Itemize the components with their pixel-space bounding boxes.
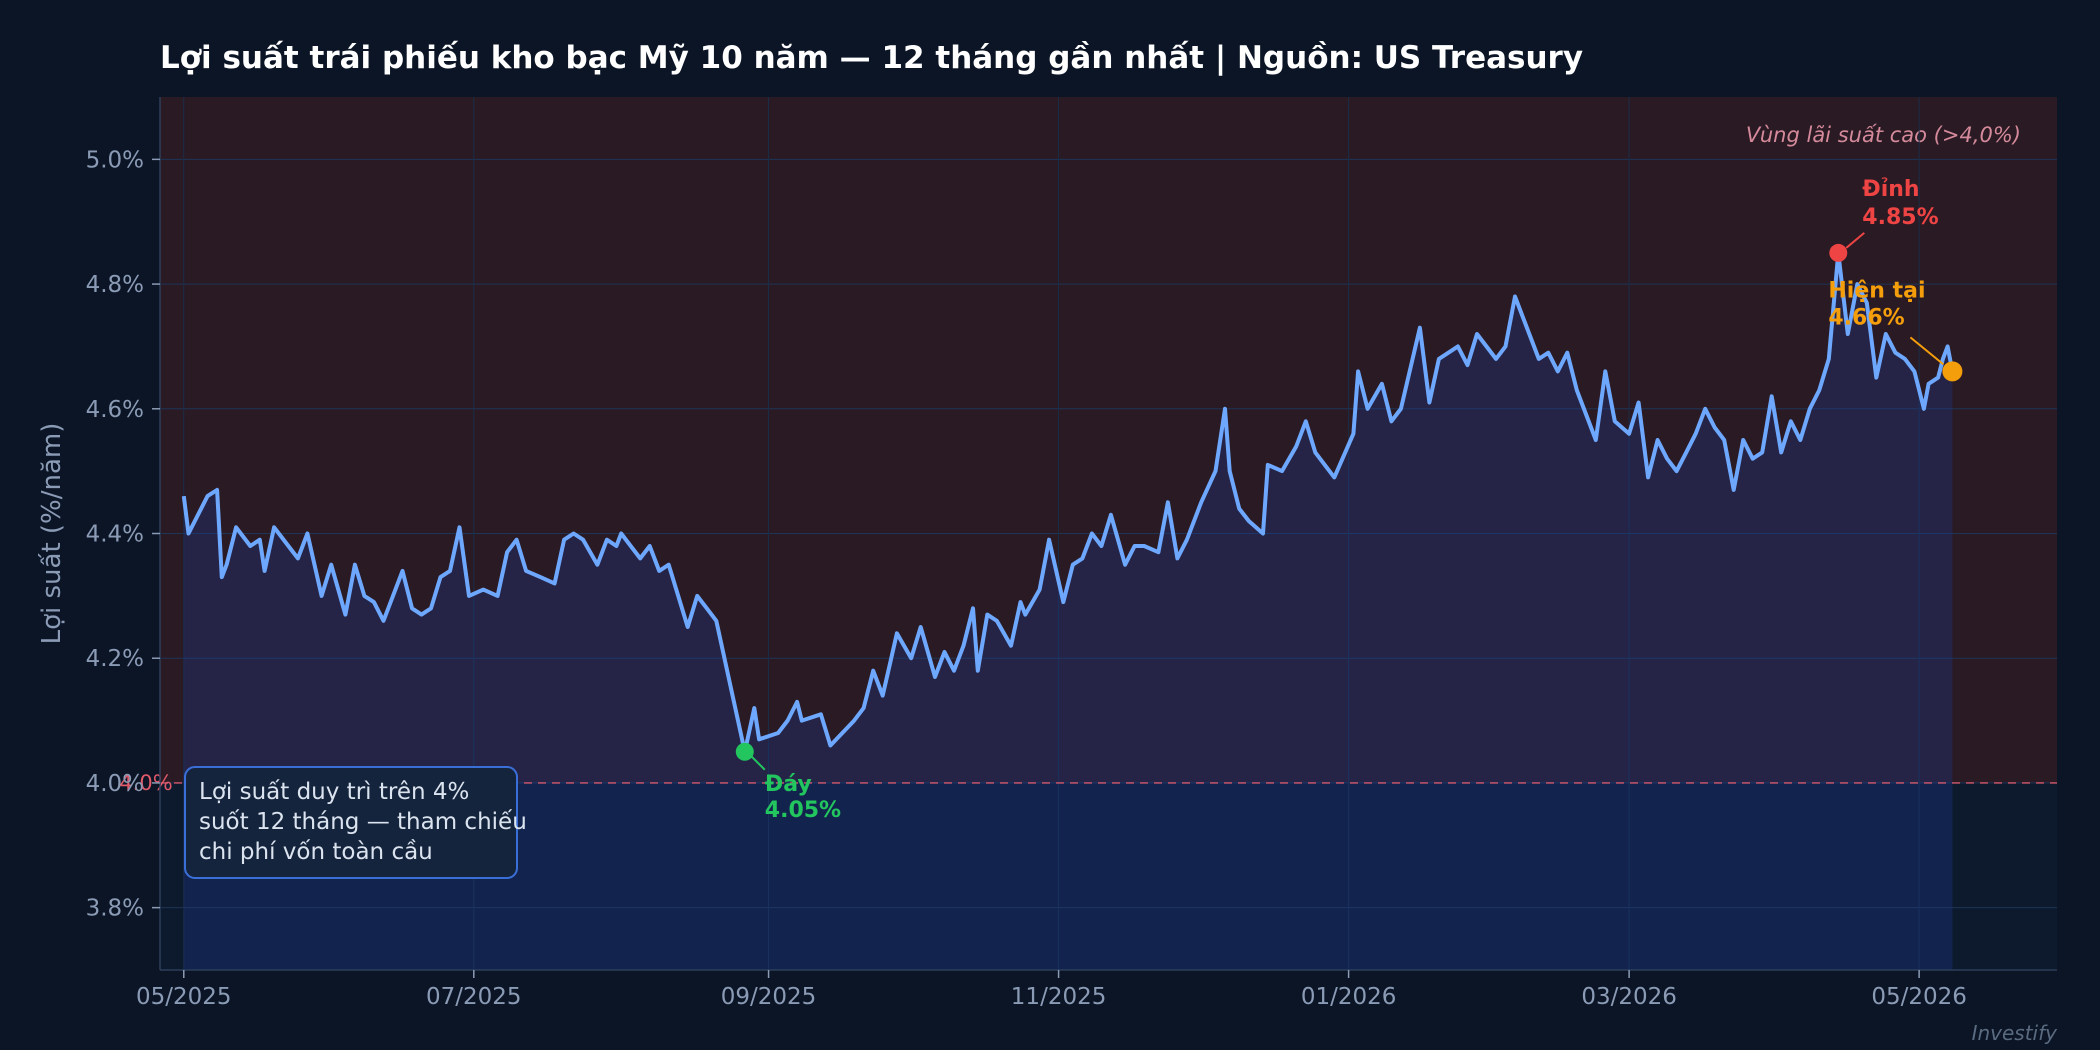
high-yield-band-label: Vùng lãi suất cao (>4,0%): [1746, 123, 2021, 147]
yield-series-line: [181, 250, 1955, 754]
peak-label-value: 4.85%: [1862, 205, 1938, 230]
y-tick-label: 5.0%: [86, 147, 144, 173]
high-yield-band: [160, 97, 2057, 783]
trough-marker: [735, 742, 754, 761]
note-line-3: chi phí vốn toàn cầu: [199, 839, 433, 865]
x-tick-label: 11/2025: [1011, 984, 1107, 1010]
peak-arrow: [1845, 232, 1865, 249]
y-axis-label: Lợi suất (%/năm): [37, 423, 67, 645]
y-tick-label: 4.4%: [86, 522, 144, 548]
x-tick-label: 03/2026: [1581, 984, 1677, 1010]
x-tick-label: 09/2025: [721, 984, 817, 1010]
note-line-1: Lợi suất duy trì trên 4%: [199, 779, 469, 805]
current-label-value: 4.66%: [1828, 305, 1904, 330]
y-tick-label: 4.0%: [86, 771, 144, 797]
chart-title: Lợi suất trái phiếu kho bạc Mỹ 10 năm — …: [160, 40, 1583, 76]
trough-arrow: [751, 756, 766, 771]
watermark: Investify: [1972, 1021, 2059, 1045]
note-box: [184, 766, 518, 879]
x-tick-label: 01/2026: [1301, 984, 1397, 1010]
reference-line-label: 4.0%: [119, 771, 172, 795]
peak-label-title: Đỉnh: [1862, 177, 1919, 202]
y-axis-ticks: 3.8% 4.0% 4.2% 4.4% 4.6% 4.8% 5.0%: [86, 147, 160, 922]
current-marker: [1942, 361, 1963, 382]
x-tick-label: 05/2025: [136, 984, 232, 1010]
yield-area: [183, 252, 1953, 970]
note-line-2: suốt 12 tháng — tham chiếu: [199, 809, 527, 835]
y-tick-label: 4.2%: [86, 646, 144, 672]
y-tick-label: 3.8%: [86, 896, 144, 922]
current-label-title: Hiện tại: [1828, 278, 1925, 303]
trough-label-title: Đáy: [765, 772, 812, 797]
x-tick-label: 07/2025: [426, 984, 522, 1010]
trough-label-value: 4.05%: [765, 798, 841, 823]
y-tick-label: 4.8%: [86, 272, 144, 298]
x-axis-ticks: 05/2025 07/2025 09/2025 11/2025 01/2026 03/20…: [136, 970, 1967, 1010]
y-tick-label: 4.6%: [86, 397, 144, 423]
current-arrow: [1909, 336, 1945, 366]
x-tick-label: 05/2026: [1871, 984, 1967, 1010]
peak-marker: [1829, 243, 1848, 262]
